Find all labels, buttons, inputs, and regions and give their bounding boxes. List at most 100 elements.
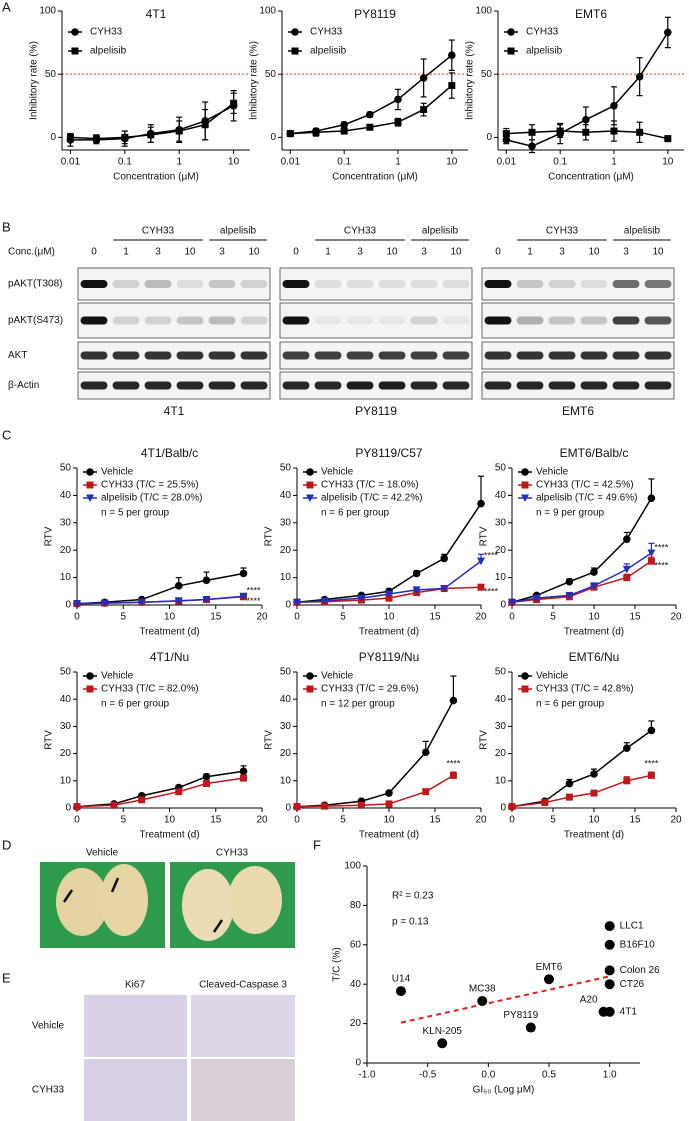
x-tick-label: 10 [383, 815, 395, 826]
blot-frame [77, 371, 271, 400]
marker [320, 597, 329, 605]
chart-title: PY8119 [354, 7, 396, 21]
y-tick-label: 50 [280, 463, 292, 474]
y-tick-label: 20 [495, 545, 507, 556]
chart-title: 4T1/Nu [150, 650, 189, 664]
lung-lobe [182, 869, 234, 941]
band [240, 316, 268, 325]
band [548, 316, 576, 325]
marker [565, 591, 574, 600]
significance: **** [654, 542, 669, 552]
y-tick-label: 0 [65, 600, 71, 611]
y-tick-label: 50 [495, 463, 507, 474]
y-tick-label: 10 [280, 572, 292, 583]
marker [604, 921, 615, 932]
y-tick-label: 30 [280, 721, 292, 732]
marker [604, 939, 615, 950]
x-axis-title: Concentration (μM) [548, 172, 634, 183]
note: n = 6 per group [321, 508, 390, 519]
y-tick-label: 10 [495, 572, 507, 583]
series-line [296, 700, 455, 808]
point-label: KLN-205 [422, 1026, 462, 1037]
note: n = 6 per group [101, 699, 170, 710]
x-tick-label: 0.1 [553, 157, 567, 168]
marker [622, 565, 631, 574]
band [644, 381, 672, 390]
dose-label: 0 [293, 247, 299, 258]
series-line [296, 774, 454, 808]
band [548, 351, 576, 360]
point-label: A20 [580, 994, 598, 1005]
marker [440, 585, 449, 593]
x-tick-label: 1 [395, 157, 401, 168]
dose-label: 0 [495, 247, 501, 258]
lung-lobe [56, 868, 108, 936]
x-axis-title: Treatment (d) [139, 627, 199, 638]
band [378, 280, 406, 288]
marker [137, 598, 146, 607]
band [80, 316, 108, 325]
band [484, 381, 512, 390]
point-label: Colon 26 [620, 965, 660, 976]
x-tick-label: 15 [210, 612, 222, 623]
y-tick-label: 40 [60, 490, 72, 501]
x-tick-label: 1.0 [603, 1070, 617, 1081]
x-tick-label: 0.1 [118, 157, 132, 168]
band [442, 381, 470, 390]
row-label: pAKT(T308) [8, 279, 62, 290]
marker [604, 979, 615, 990]
band [644, 280, 672, 288]
band [612, 280, 640, 288]
band [442, 316, 470, 325]
treatment-label: alpelisib [624, 226, 661, 237]
blot-frame [77, 341, 271, 370]
y-tick-label: 20 [60, 748, 72, 759]
marker [508, 598, 516, 607]
marker [437, 1038, 448, 1049]
marker [175, 127, 183, 135]
x-tick-label: 20 [475, 612, 487, 623]
marker [385, 594, 393, 602]
annotation: p = 0.13 [392, 917, 429, 928]
series-line [511, 552, 652, 603]
x-tick-label: 0 [74, 815, 80, 826]
ihc-row: Vehicle [32, 1021, 65, 1032]
band [112, 280, 140, 288]
dose-label: 10 [386, 247, 398, 258]
y-axis-title: T/C (%) [332, 947, 343, 981]
row-label: pAKT(S473) [8, 315, 63, 326]
y-tick-label: 30 [495, 721, 507, 732]
legend-marker [507, 47, 515, 55]
y-tick-label: 100 [475, 6, 492, 17]
marker [477, 499, 485, 508]
band [516, 351, 544, 360]
marker [412, 569, 421, 578]
marker [647, 549, 656, 557]
marker [239, 569, 248, 578]
cell-label: 4T1 [164, 404, 185, 418]
y-tick-label: 10 [60, 775, 72, 786]
band [548, 280, 576, 288]
band [612, 351, 640, 360]
y-tick-label: 0 [270, 132, 276, 143]
band [548, 381, 576, 390]
legend-label: CYH33 (T/C = 29.6%) [321, 684, 419, 695]
legend-label: CYH33 (T/C = 25.5%) [101, 480, 199, 491]
marker [100, 599, 109, 608]
marker [647, 726, 656, 735]
conc-label: Conc.(μM) [8, 247, 55, 258]
x-tick-label: 10 [588, 612, 600, 623]
marker [239, 592, 248, 601]
y-tick-label: 0 [50, 132, 56, 143]
treatment-label: CYH33 [142, 226, 175, 237]
panel-label: F [313, 837, 321, 852]
x-axis-title: GI₅₀ (Log μM) [473, 1085, 535, 1096]
band [442, 351, 470, 360]
band [346, 381, 374, 390]
marker [582, 115, 590, 124]
marker [590, 789, 598, 797]
legend-label: CYH33 [90, 27, 123, 38]
marker [528, 142, 536, 151]
marker [440, 554, 449, 563]
marker [395, 986, 406, 997]
